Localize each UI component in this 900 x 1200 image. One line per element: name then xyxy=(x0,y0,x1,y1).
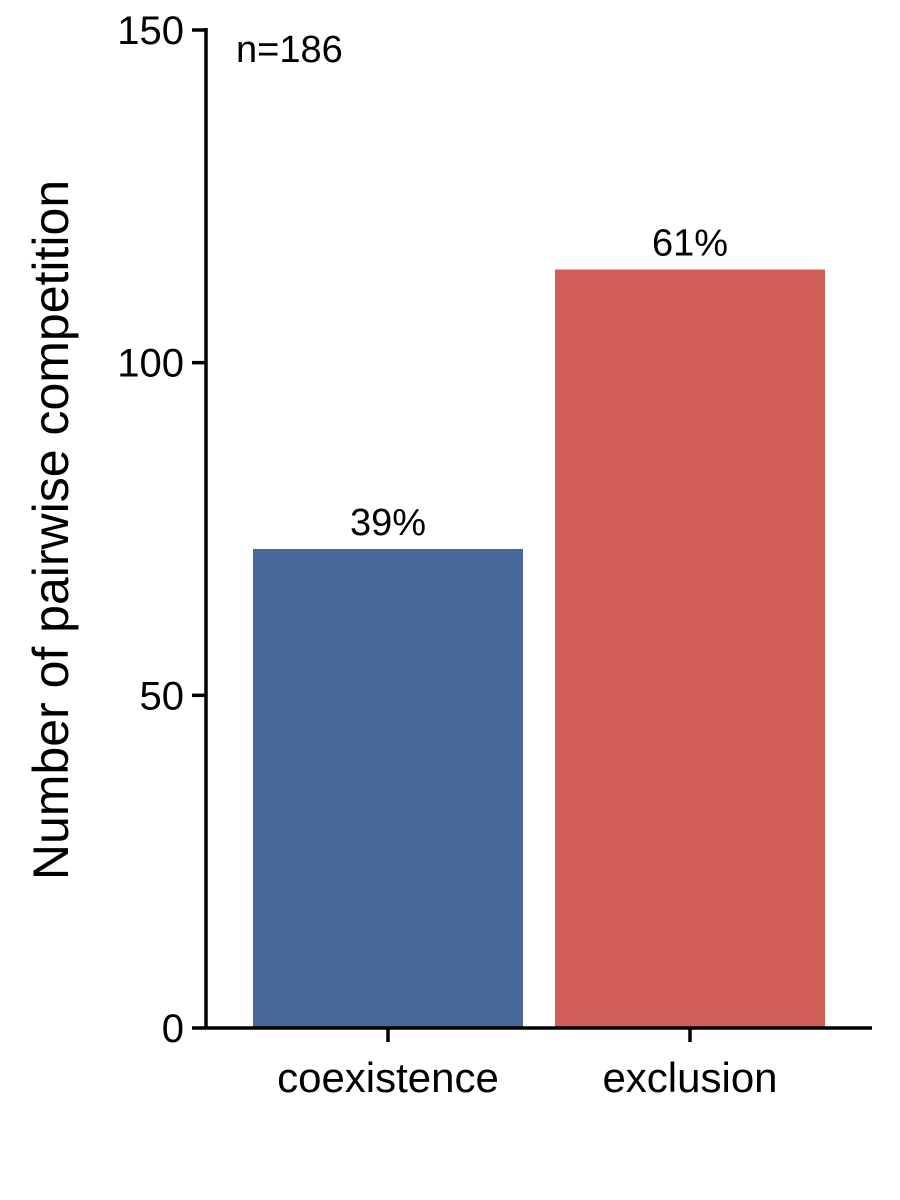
y-tick-label-50: 50 xyxy=(140,674,185,718)
bar-exclusion xyxy=(555,269,825,1028)
data-labels-group: 39% 61% xyxy=(350,223,728,544)
y-tick-label-150: 150 xyxy=(117,9,184,53)
y-tick-label-100: 100 xyxy=(117,342,184,386)
x-tick-label-exclusion: exclusion xyxy=(602,1054,777,1101)
bars-group xyxy=(253,269,825,1028)
y-tick-label-0: 0 xyxy=(162,1007,184,1051)
x-axis: coexistence exclusion xyxy=(206,1026,872,1101)
sample-size-annotation: n=186 xyxy=(236,29,343,71)
data-label-coexistence: 39% xyxy=(350,502,426,544)
y-axis: 0 50 100 150 xyxy=(117,9,208,1051)
x-tick-label-coexistence: coexistence xyxy=(277,1054,499,1101)
bar-coexistence xyxy=(253,548,523,1028)
y-axis-title: Number of pairwise competition xyxy=(23,180,79,880)
data-label-exclusion: 61% xyxy=(652,223,728,265)
